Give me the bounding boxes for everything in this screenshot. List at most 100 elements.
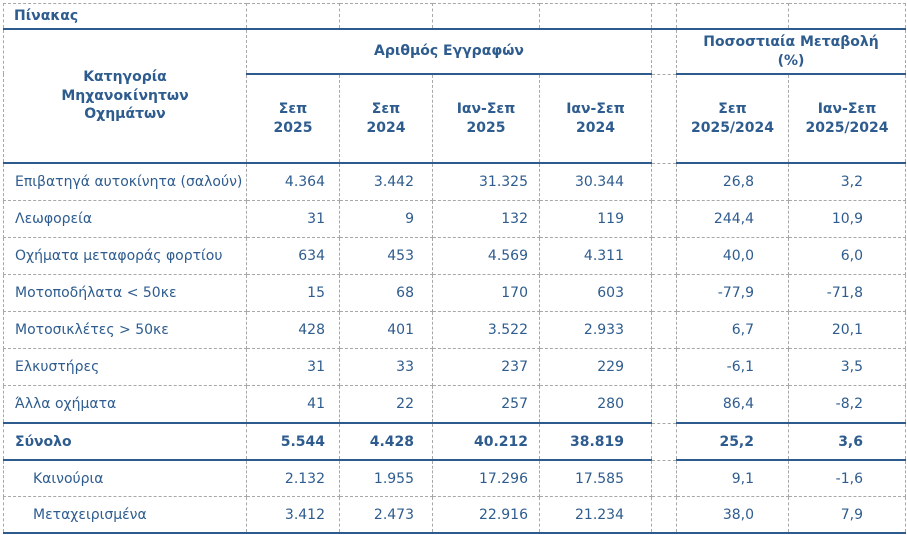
sub-header-row: Σεπ 2025 Σεπ 2024 Ιαν-Σεπ 2025 Ιαν-Σεπ 2…	[4, 73, 906, 164]
cell-value: 603	[539, 274, 652, 312]
table-row-goods-vehicles: Οχήματα μεταφοράς φορτίου 634 453 4.569 …	[3, 237, 906, 275]
cell-value: 4.364	[246, 162, 340, 201]
table-title: Πίνακας	[3, 3, 247, 30]
cell-value: 68	[339, 274, 433, 312]
cell-value: 453	[339, 237, 433, 275]
spacer-cell	[651, 422, 677, 461]
table-row-tractors: Ελκυστήρες 31 33 237 229 -6,1 3,5	[3, 348, 906, 386]
header-group-percent-line2: (%)	[777, 52, 805, 69]
cell-value: 3.442	[339, 162, 433, 201]
cell-value: 634	[246, 237, 340, 275]
row-label: Ελκυστήρες	[3, 348, 247, 386]
cell-value: -6,1	[676, 348, 789, 386]
cell-value: 30.344	[539, 162, 652, 201]
cell-value: 10,9	[788, 200, 906, 238]
row-label: Σύνολο	[3, 422, 247, 461]
cell-value: 26,8	[676, 162, 789, 201]
cell-value: 7,9	[788, 496, 906, 534]
header-category-line2: Μηχανοκίνητων	[61, 87, 189, 104]
cell-value: 280	[539, 385, 652, 424]
cell-value: 41	[246, 385, 340, 424]
header-group-percent-change: Ποσοστιαία Μεταβολή (%)	[676, 28, 906, 75]
header-line: Ιαν-Σεπ	[456, 100, 516, 117]
cell-value: 428	[246, 311, 340, 349]
cell-value: 3,2	[788, 162, 906, 201]
spacer-cell	[651, 311, 677, 349]
cell-value: 2.473	[339, 496, 433, 534]
header-line: Σεπ	[718, 100, 747, 117]
cell-value: 6,7	[676, 311, 789, 349]
cell-value: 38.819	[539, 422, 652, 461]
spacer-cell	[651, 200, 677, 238]
cell-value: 237	[432, 348, 540, 386]
header-line: 2024	[576, 119, 615, 136]
cell-value: 3.412	[246, 496, 340, 534]
table-row-passenger-cars: Επιβατηγά αυτοκίνητα (σαλούν) 4.364 3.44…	[3, 162, 906, 201]
table-row-buses: Λεωφορεία 31 9 132 119 244,4 10,9	[3, 200, 906, 238]
cell-value: -1,6	[788, 459, 906, 497]
cell-value: 170	[432, 274, 540, 312]
cell-value: 4.428	[339, 422, 433, 461]
spacer-cell	[651, 73, 677, 164]
empty-cell	[539, 3, 652, 30]
row-label: Άλλα οχήματα	[3, 385, 247, 424]
vehicle-registrations-table: Πίνακας Κατηγορία Μηχανοκίνητων Οχημάτων…	[3, 3, 906, 534]
header-line: 2024	[366, 119, 406, 136]
spacer-cell	[651, 385, 677, 424]
empty-cell	[246, 3, 340, 30]
header-line: Σεπ	[278, 100, 308, 117]
cell-value: 9,1	[676, 459, 789, 497]
group-header-row: Κατηγορία Μηχανοκίνητων Οχημάτων Αριθμός…	[3, 28, 906, 164]
spacer-cell	[651, 3, 677, 30]
empty-cell	[788, 3, 906, 30]
cell-value: 38,0	[676, 496, 789, 534]
spacer-cell	[651, 496, 677, 534]
cell-value: 15	[246, 274, 340, 312]
header-line: 2025/2024	[805, 119, 889, 136]
header-category-line3: Οχημάτων	[84, 106, 166, 123]
header-line: Σεπ	[371, 100, 401, 117]
cell-value: 4.311	[539, 237, 652, 275]
empty-cell	[432, 3, 540, 30]
cell-value: 6,0	[788, 237, 906, 275]
cell-value: 5.544	[246, 422, 340, 461]
cell-value: 22.916	[432, 496, 540, 534]
header-jan-sep-2025: Ιαν-Σεπ 2025	[432, 73, 540, 164]
cell-value: 17.585	[539, 459, 652, 497]
cell-value: 1.955	[339, 459, 433, 497]
cell-value: 31	[246, 200, 340, 238]
row-label: Μεταχειρισμένα	[3, 496, 247, 534]
cell-value: -8,2	[788, 385, 906, 424]
cell-value: -71,8	[788, 274, 906, 312]
header-sep-2024: Σεπ 2024	[339, 73, 433, 164]
header-jan-sep-change: Ιαν-Σεπ 2025/2024	[788, 73, 906, 164]
cell-value: 17.296	[432, 459, 540, 497]
header-line: 2025	[273, 119, 313, 136]
spacer-cell	[651, 459, 677, 497]
cell-value: 3,5	[788, 348, 906, 386]
cell-value: 20,1	[788, 311, 906, 349]
table-title-row: Πίνακας	[3, 3, 906, 30]
cell-value: 33	[339, 348, 433, 386]
spacer-cell	[651, 162, 677, 201]
row-label: Μοτοσικλέτες > 50κε	[3, 311, 247, 349]
spacer-cell	[651, 348, 677, 386]
cell-value: 31.325	[432, 162, 540, 201]
row-label: Λεωφορεία	[3, 200, 247, 238]
header-line: 2025/2024	[690, 119, 775, 136]
spacer-cell	[651, 237, 677, 275]
header-sep-change: Σεπ 2025/2024	[676, 73, 789, 164]
cell-value: 132	[432, 200, 540, 238]
cell-value: 40,0	[676, 237, 789, 275]
header-jan-sep-2024: Ιαν-Σεπ 2024	[539, 73, 652, 164]
cell-value: 9	[339, 200, 433, 238]
table-row-used: Μεταχειρισμένα 3.412 2.473 22.916 21.234…	[3, 496, 906, 534]
row-label: Καινούρια	[3, 459, 247, 497]
cell-value: 3.522	[432, 311, 540, 349]
table-row-other-vehicles: Άλλα οχήματα 41 22 257 280 86,4 -8,2	[3, 385, 906, 424]
empty-cell	[339, 3, 433, 30]
cell-value: 401	[339, 311, 433, 349]
spacer-cell	[651, 28, 677, 75]
cell-value: 229	[539, 348, 652, 386]
